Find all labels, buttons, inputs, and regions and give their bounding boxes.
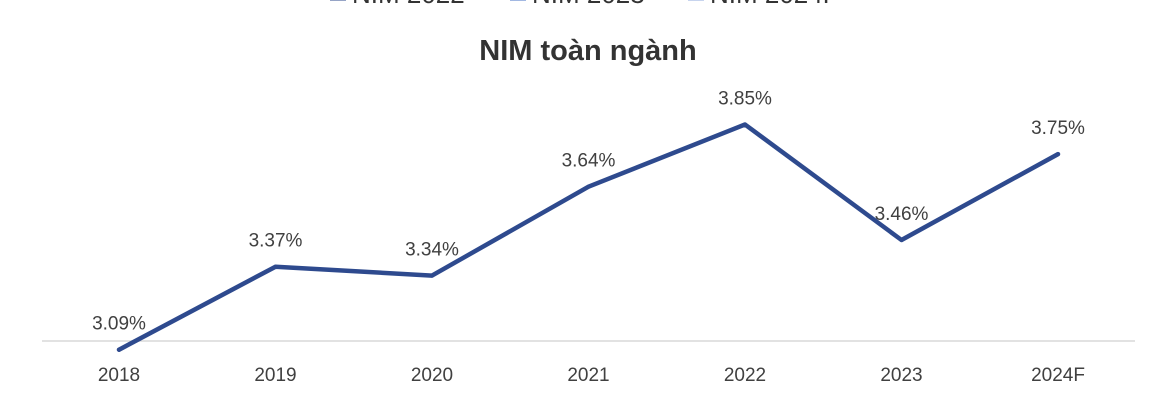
data-label: 3.37% (249, 231, 303, 252)
legend-label: NIM 2023 (532, 0, 645, 9)
x-tick-label: 2024F (1031, 365, 1085, 386)
data-point (586, 184, 591, 189)
data-label: 3.09% (92, 314, 146, 335)
x-tick-label: 2020 (411, 365, 453, 386)
data-point (430, 273, 434, 278)
chart-title: NIM toàn ngành (479, 35, 696, 67)
x-tick-label: 2021 (567, 365, 609, 386)
data-point (899, 238, 904, 243)
data-label: 3.85% (718, 88, 772, 109)
x-tick-label: 2019 (254, 365, 296, 386)
x-tick-label: 2018 (98, 365, 140, 386)
chart-legend: NIM 2022 NIM 2023 NIM 2024F (330, 0, 839, 9)
series-layer (116, 122, 1061, 352)
legend-label: NIM 2024F (710, 0, 839, 9)
data-point (117, 347, 121, 352)
data-label: 3.75% (1031, 118, 1085, 139)
x-tick-layer: 2018 2019 2020 2021 2022 2023 2024F (98, 365, 1085, 386)
data-label: 3.46% (875, 204, 929, 225)
legend-label: NIM 2022 (352, 0, 465, 9)
data-point (1056, 152, 1060, 157)
x-tick-label: 2023 (880, 365, 922, 386)
data-point (273, 264, 278, 269)
x-tick-label: 2022 (724, 365, 766, 386)
data-point (743, 122, 747, 127)
data-label: 3.34% (405, 240, 459, 261)
data-label: 3.64% (562, 151, 616, 172)
data-label-layer: 3.09% 3.37% 3.34% 3.64% 3.85% 3.46% 3.75% (92, 88, 1085, 334)
